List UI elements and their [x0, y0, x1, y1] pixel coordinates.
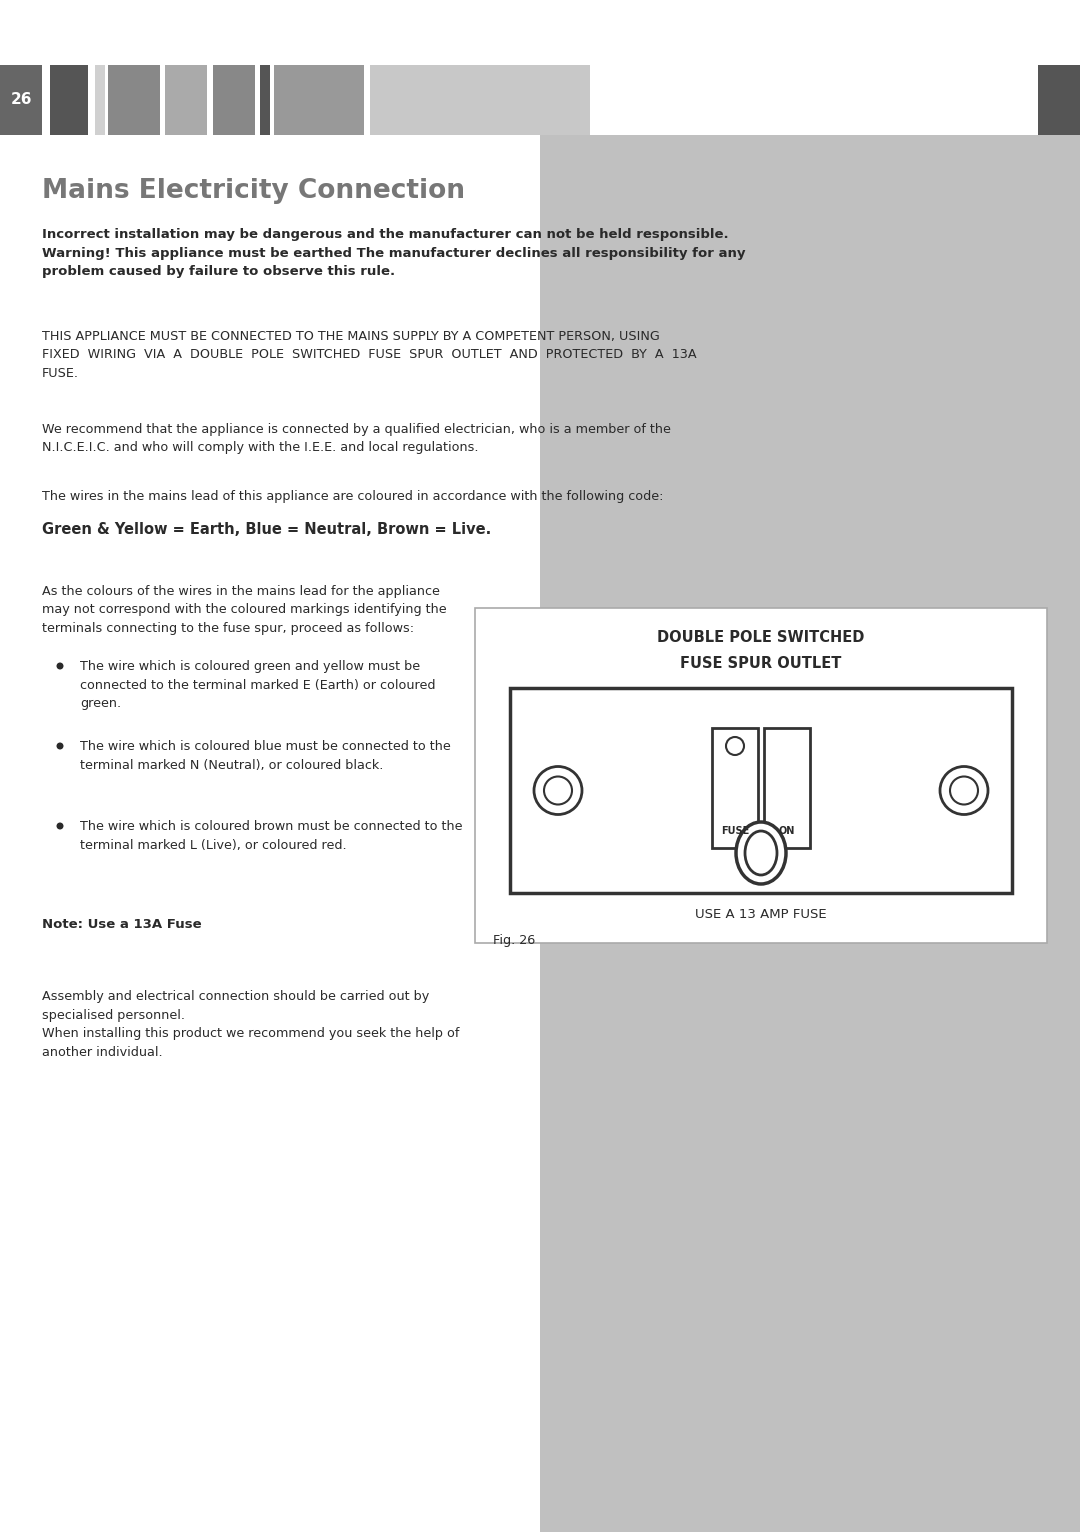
Circle shape	[534, 766, 582, 815]
Circle shape	[950, 777, 978, 804]
Text: FUSE SPUR OUTLET: FUSE SPUR OUTLET	[680, 656, 841, 671]
Bar	[1038, 64, 1080, 135]
Text: We recommend that the appliance is connected by a qualified electrician, who is : We recommend that the appliance is conne…	[42, 423, 671, 455]
Text: Assembly and electrical connection should be carried out by
specialised personne: Assembly and electrical connection shoul…	[42, 990, 459, 1059]
Bar	[764, 728, 810, 849]
Circle shape	[544, 777, 572, 804]
Bar	[712, 728, 758, 849]
Bar	[370, 64, 590, 135]
Text: Note: Use a 13A Fuse: Note: Use a 13A Fuse	[42, 918, 202, 931]
Bar	[475, 608, 1047, 944]
Bar	[0, 64, 42, 135]
Bar	[0, 0, 1080, 64]
Bar	[108, 64, 160, 135]
Bar	[0, 64, 1080, 135]
Circle shape	[726, 737, 744, 755]
Bar	[0, 135, 540, 1532]
Bar	[274, 64, 364, 135]
Text: Mains Electricity Connection: Mains Electricity Connection	[42, 178, 465, 204]
Text: Green & Yellow = Earth, Blue = Neutral, Brown = Live.: Green & Yellow = Earth, Blue = Neutral, …	[42, 522, 491, 538]
Text: Incorrect installation may be dangerous and the manufacturer can not be held res: Incorrect installation may be dangerous …	[42, 228, 745, 277]
Bar	[260, 64, 270, 135]
Circle shape	[56, 662, 64, 669]
Text: 26: 26	[10, 92, 31, 107]
Ellipse shape	[735, 823, 786, 884]
Bar	[540, 0, 1080, 1532]
Text: The wire which is coloured green and yellow must be
connected to the terminal ma: The wire which is coloured green and yel…	[80, 660, 435, 709]
Text: Fig. 26: Fig. 26	[492, 935, 536, 947]
Bar	[510, 688, 1012, 893]
Text: The wire which is coloured brown must be connected to the
terminal marked L (Liv: The wire which is coloured brown must be…	[80, 820, 462, 852]
Circle shape	[56, 823, 64, 829]
Ellipse shape	[745, 830, 777, 875]
Bar	[50, 64, 87, 135]
Text: The wires in the mains lead of this appliance are coloured in accordance with th: The wires in the mains lead of this appl…	[42, 490, 663, 502]
Bar	[95, 64, 105, 135]
Text: The wire which is coloured blue must be connected to the
terminal marked N (Neut: The wire which is coloured blue must be …	[80, 740, 450, 772]
Circle shape	[940, 766, 988, 815]
Bar	[165, 64, 207, 135]
Text: FUSE: FUSE	[720, 826, 750, 836]
Text: ON: ON	[779, 826, 795, 836]
Text: As the colours of the wires in the mains lead for the appliance
may not correspo: As the colours of the wires in the mains…	[42, 585, 447, 634]
Text: USE A 13 AMP FUSE: USE A 13 AMP FUSE	[696, 908, 827, 921]
Circle shape	[56, 743, 64, 749]
Bar	[213, 64, 255, 135]
Text: THIS APPLIANCE MUST BE CONNECTED TO THE MAINS SUPPLY BY A COMPETENT PERSON, USIN: THIS APPLIANCE MUST BE CONNECTED TO THE …	[42, 329, 697, 380]
Text: DOUBLE POLE SWITCHED: DOUBLE POLE SWITCHED	[658, 630, 865, 645]
